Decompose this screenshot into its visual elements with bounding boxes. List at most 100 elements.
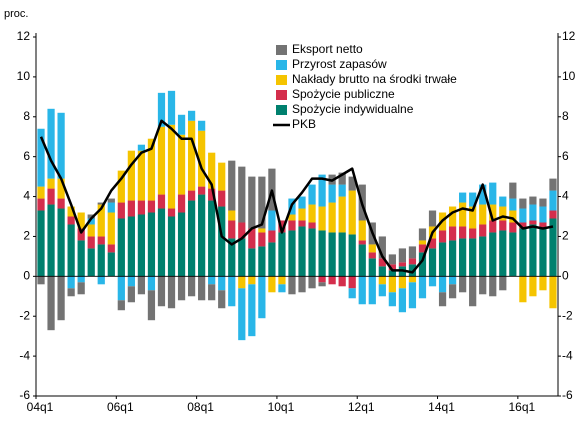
bar <box>107 252 115 277</box>
bar <box>127 150 135 201</box>
bar <box>167 208 176 217</box>
y2-tick-label: 12 <box>562 29 576 43</box>
bar <box>459 192 467 203</box>
bar <box>258 228 266 233</box>
bar <box>268 276 276 293</box>
bar <box>177 194 186 213</box>
bar <box>37 276 45 285</box>
bar <box>328 184 336 203</box>
bar <box>519 208 527 223</box>
bar <box>358 276 366 305</box>
bar <box>479 236 487 277</box>
bar <box>509 210 517 223</box>
bar <box>97 236 105 245</box>
bar <box>418 228 427 241</box>
bar <box>157 194 166 209</box>
bar <box>308 204 316 223</box>
x-tick-label: 08q1 <box>187 400 214 414</box>
bar <box>47 276 55 331</box>
bar <box>308 222 316 229</box>
bar <box>318 230 326 277</box>
bar <box>519 198 527 209</box>
bar <box>218 290 226 309</box>
bar <box>177 134 186 195</box>
bar <box>198 130 206 187</box>
bar <box>418 276 427 299</box>
bar <box>298 208 306 221</box>
bar <box>418 240 427 245</box>
bar <box>348 176 356 191</box>
bar <box>338 232 346 277</box>
bar <box>368 276 376 305</box>
bar <box>308 276 316 289</box>
bar <box>238 276 246 289</box>
bar <box>408 246 417 259</box>
bar <box>147 212 156 277</box>
bar <box>127 200 135 217</box>
bar <box>398 262 407 267</box>
bar <box>67 276 75 289</box>
legend-swatch <box>276 45 287 55</box>
bar <box>469 238 477 277</box>
bar <box>469 206 477 229</box>
bar <box>228 276 236 307</box>
bar <box>137 150 146 201</box>
bar <box>157 276 166 307</box>
bar <box>489 220 497 233</box>
bar <box>408 264 417 277</box>
bar <box>418 252 427 277</box>
y-tick-label: 0 <box>23 269 30 283</box>
bar <box>539 198 547 207</box>
legend-swatch <box>276 90 287 100</box>
bar <box>328 232 336 277</box>
bar <box>218 190 226 207</box>
y2-tick-label: 4 <box>562 189 569 203</box>
y-tick-label: 12 <box>17 29 31 43</box>
bar <box>77 228 85 241</box>
bar <box>489 204 497 221</box>
bar <box>388 292 396 307</box>
bar <box>448 226 457 241</box>
x-tick-label: 12q1 <box>348 400 375 414</box>
bar <box>388 254 396 265</box>
bar <box>469 192 477 207</box>
bar <box>539 222 547 229</box>
bar <box>238 222 246 239</box>
bar <box>509 222 517 233</box>
bar <box>238 238 246 277</box>
y2-tick-label: 10 <box>562 69 576 83</box>
bar <box>358 220 366 241</box>
bar <box>137 200 146 215</box>
bar <box>348 234 356 277</box>
bar <box>258 176 266 229</box>
bar <box>77 240 85 277</box>
bar <box>398 288 407 313</box>
bar <box>388 270 396 277</box>
bar <box>157 126 166 195</box>
bar <box>37 210 45 277</box>
bar <box>328 276 336 285</box>
legend-label: Eksport netto <box>292 42 363 56</box>
bar <box>408 276 417 283</box>
bar <box>479 224 487 237</box>
bar <box>97 276 105 285</box>
bar <box>398 276 407 289</box>
bar <box>57 178 65 199</box>
bar <box>127 216 135 277</box>
bar <box>107 212 115 245</box>
bar <box>147 276 156 291</box>
bar <box>469 228 477 239</box>
bar <box>107 202 115 213</box>
bar <box>519 228 527 277</box>
bar <box>489 182 497 205</box>
bar <box>218 162 226 191</box>
bar <box>258 232 266 247</box>
bar <box>258 246 266 277</box>
bar <box>147 138 156 201</box>
bar <box>418 244 427 253</box>
legend-label: Nakłady brutto na środki trwałe <box>292 72 457 86</box>
bar <box>67 216 75 225</box>
bar <box>358 244 366 277</box>
bar <box>499 276 507 291</box>
bar <box>549 210 557 219</box>
